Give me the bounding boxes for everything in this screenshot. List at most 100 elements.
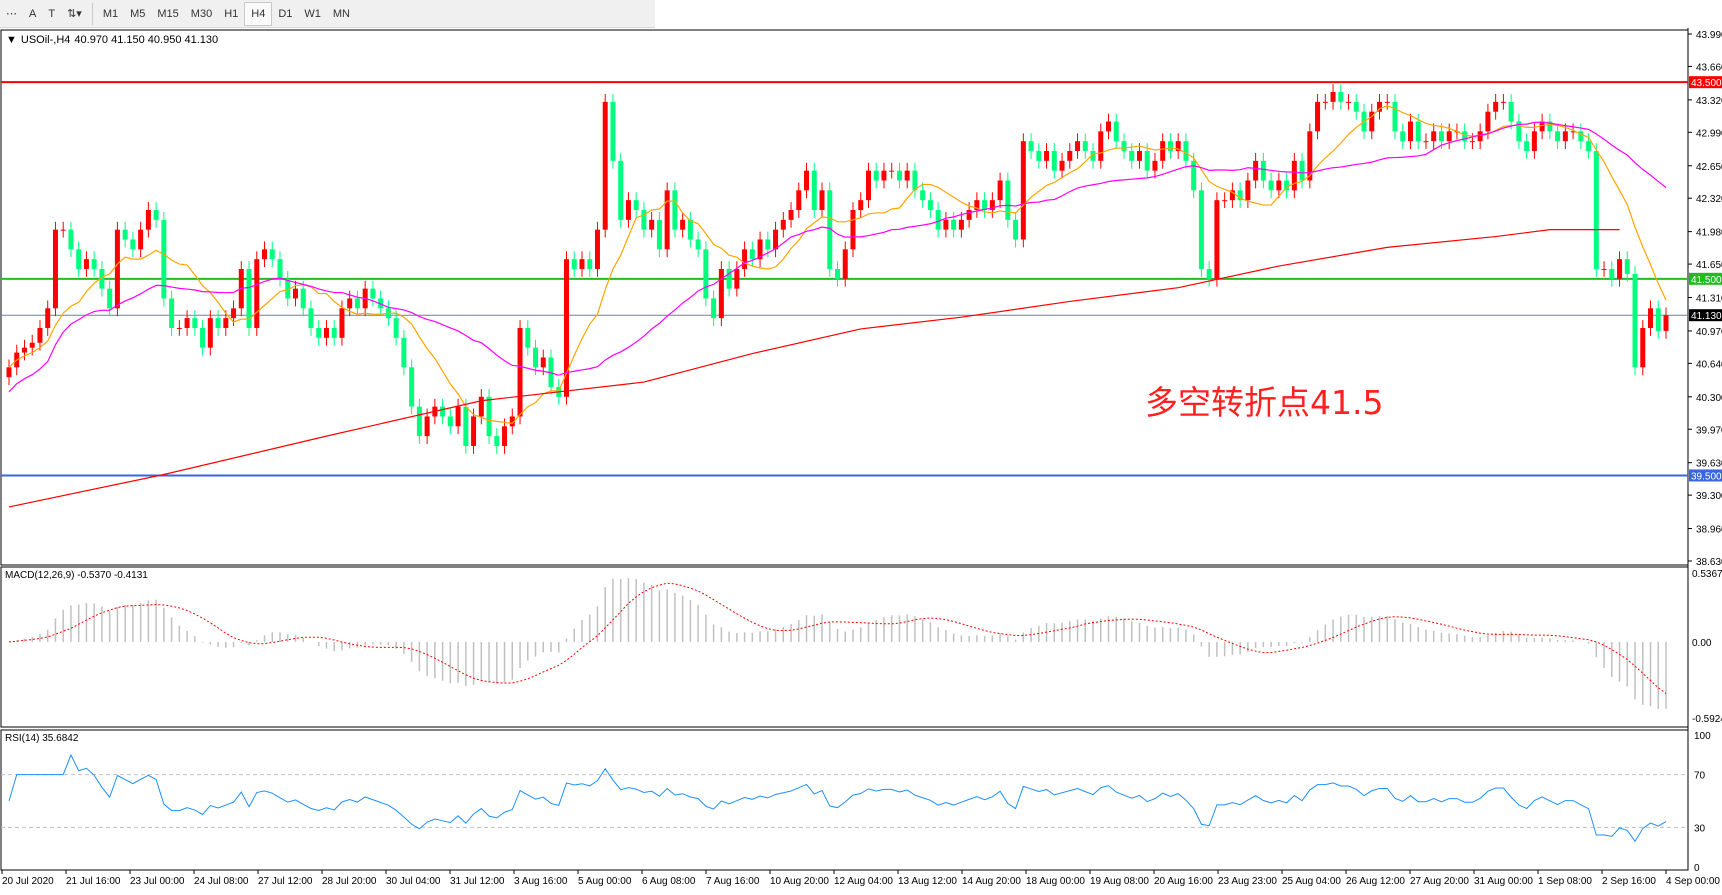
candle (757, 231, 763, 268)
candle (997, 172, 1003, 209)
candle-body (1183, 141, 1189, 161)
time-tick-label: 30 Jul 04:00 (386, 876, 441, 887)
candle-body (819, 190, 825, 210)
candle (1493, 93, 1499, 120)
rsi-pane (0, 729, 1689, 871)
time-tick-label: 28 Jul 20:00 (322, 876, 377, 887)
candle-body (525, 327, 531, 348)
candle-body (1284, 180, 1290, 191)
text-label-tool-button[interactable]: T (42, 3, 61, 25)
time-tick-label: 21 Jul 16:00 (66, 876, 121, 887)
candle (1013, 211, 1019, 248)
text-tool-button[interactable]: A (23, 3, 42, 25)
grid-tool-button[interactable]: ⋯ (0, 3, 23, 25)
price-chart[interactable]: 43.990 43.660 43.320 42.990 42.650 42.320 41.9… (0, 28, 1722, 895)
rsi-line (8, 753, 1667, 843)
candle (1593, 143, 1599, 277)
macd-tick-label: 0.5367 (1692, 569, 1722, 580)
candle (633, 192, 639, 218)
level-tag-label: 39.500 (1691, 471, 1722, 482)
candle (285, 270, 291, 307)
timeframe-m30-button[interactable]: M30 (190, 7, 213, 20)
candle-body (1617, 259, 1623, 279)
time-tick-label: 25 Aug 04:00 (1282, 876, 1341, 887)
candle (680, 211, 686, 238)
candle (904, 162, 910, 189)
grid-icon: ⋯ (6, 8, 17, 20)
timeframe-w1-button[interactable]: W1 (304, 7, 321, 20)
candle (780, 211, 786, 238)
candle-body (1446, 131, 1452, 142)
candle-body (200, 327, 206, 348)
arrows-tool-button[interactable]: ⇅▾ (61, 3, 88, 25)
candle-body (416, 406, 422, 437)
time-tick-label: 31 Aug 00:00 (1474, 876, 1533, 887)
macd-pane (0, 566, 1689, 728)
candle (982, 192, 988, 218)
candle-body (1392, 101, 1398, 132)
candle-body (207, 318, 213, 348)
candle (1191, 152, 1197, 199)
candle-body (1082, 141, 1088, 152)
candle (1198, 182, 1204, 277)
price-tick-label: 38.630 (1696, 557, 1722, 568)
candle-body (1229, 190, 1235, 201)
collapse-triangle-icon[interactable]: ▼ (6, 34, 17, 46)
candle (1609, 261, 1615, 287)
candle-body (618, 160, 624, 220)
price-tick-label: 41.650 (1696, 260, 1722, 271)
candle-body (889, 170, 895, 172)
candle (804, 162, 810, 199)
time-tick-label: 10 Aug 20:00 (770, 876, 829, 887)
time-tick-label: 13 Aug 12:00 (898, 876, 957, 887)
candle (912, 162, 918, 199)
candle-body (1028, 141, 1034, 152)
timeframe-m15-button[interactable]: M15 (157, 7, 179, 20)
candle (687, 211, 693, 248)
candle (618, 152, 624, 228)
time-tick-label: 18 Aug 00:00 (1026, 876, 1085, 887)
candle-body (300, 288, 306, 309)
candle (835, 261, 840, 287)
candle-body (974, 200, 980, 210)
candle-body (285, 278, 291, 299)
candle-body (563, 259, 569, 397)
macd-tick-label: -0.5924 (1692, 714, 1722, 725)
candle-body (1152, 160, 1158, 171)
timeframe-m1-button[interactable]: M1 (102, 7, 119, 20)
main-pane (0, 29, 1689, 566)
timeframe-m5-button[interactable]: M5 (130, 7, 146, 20)
candle-body (1075, 141, 1081, 152)
candle-body (935, 209, 941, 230)
candle (951, 211, 957, 238)
candle-body (21, 347, 27, 353)
timeframe-d1-button[interactable]: D1 (278, 7, 293, 20)
time-tick-label: 26 Aug 12:00 (1346, 876, 1405, 887)
candle (254, 251, 260, 336)
candle-body (29, 342, 35, 348)
rsi-label: RSI(14) 35.6842 (5, 733, 79, 744)
candle-body (734, 268, 740, 289)
ohlc-readout: 40.970 41.150 40.950 41.130 (74, 34, 219, 46)
timeframe-mn-button[interactable]: MN (332, 7, 350, 20)
candle (52, 221, 58, 317)
candle (478, 388, 484, 425)
candle (533, 339, 539, 376)
candle (447, 408, 453, 435)
candle-body (1013, 219, 1019, 240)
timeframe-h1-button[interactable]: H1 (224, 7, 239, 20)
candle-body (1648, 308, 1654, 328)
timeframe-h4-button[interactable]: H4 (244, 1, 273, 26)
candle-body (610, 101, 616, 161)
candle (122, 221, 128, 248)
candle-body (811, 170, 817, 210)
candle (1222, 192, 1228, 209)
candle (509, 408, 515, 435)
time-tick-label: 24 Jul 08:00 (194, 876, 249, 887)
price-tick-label: 39.630 (1696, 459, 1722, 470)
candle-body (687, 219, 693, 240)
candle (1516, 113, 1522, 150)
candle-body (1578, 131, 1584, 142)
candle-body (579, 259, 585, 269)
candle-body (989, 200, 995, 210)
